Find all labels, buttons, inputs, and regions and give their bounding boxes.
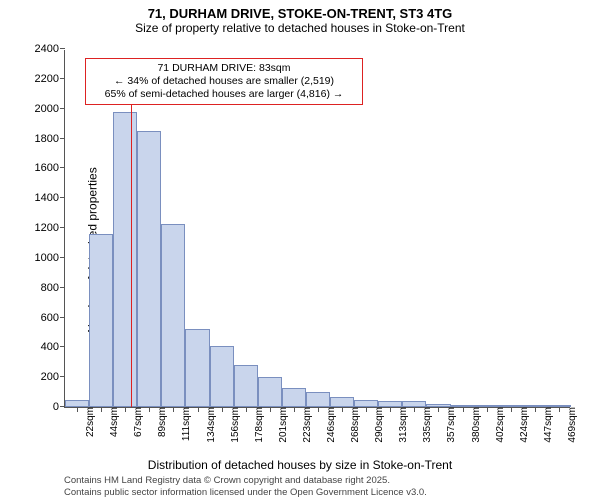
x-tick-label: 223sqm (298, 407, 313, 443)
y-tick-label: 2400 (25, 43, 65, 55)
chart-title: 71, DURHAM DRIVE, STOKE-ON-TRENT, ST3 4T… (0, 6, 600, 21)
x-tick-mark (246, 407, 247, 412)
y-tick-label: 2000 (25, 103, 65, 115)
y-tick-label: 2200 (25, 73, 65, 85)
y-tick-mark (60, 257, 65, 258)
x-tick-label: 201sqm (274, 407, 289, 443)
y-tick-mark (60, 167, 65, 168)
x-tick-mark (438, 407, 439, 412)
histogram-bar (113, 112, 137, 407)
x-tick-mark (535, 407, 536, 412)
histogram-bar (137, 131, 161, 407)
x-tick-label: 357sqm (442, 407, 457, 443)
x-tick-mark (270, 407, 271, 412)
y-tick-label: 1600 (25, 162, 65, 174)
y-tick-label: 1800 (25, 133, 65, 145)
x-tick-mark (149, 407, 150, 412)
x-tick-label: 313sqm (394, 407, 409, 443)
chart-title-block: 71, DURHAM DRIVE, STOKE-ON-TRENT, ST3 4T… (0, 6, 600, 35)
histogram-bar (234, 365, 258, 407)
y-tick-label: 1000 (25, 252, 65, 264)
x-tick-label: 111sqm (177, 407, 192, 441)
y-tick-label: 400 (25, 341, 65, 353)
y-tick-mark (60, 48, 65, 49)
x-tick-mark (390, 407, 391, 412)
y-tick-label: 200 (25, 371, 65, 383)
y-tick-label: 600 (25, 312, 65, 324)
histogram-bar (161, 224, 185, 407)
y-tick-mark (60, 108, 65, 109)
x-tick-mark (173, 407, 174, 412)
x-tick-label: 67sqm (129, 407, 144, 437)
x-tick-label: 156sqm (226, 407, 241, 443)
y-tick-label: 1400 (25, 192, 65, 204)
y-tick-mark (60, 287, 65, 288)
x-tick-label: 44sqm (105, 407, 120, 437)
histogram-bar (306, 392, 330, 407)
y-tick-mark (60, 346, 65, 347)
x-tick-label: 335sqm (418, 407, 433, 443)
y-tick-label: 0 (25, 401, 65, 413)
plot-area: 0200400600800100012001400160018002000220… (64, 50, 570, 408)
y-tick-label: 1200 (25, 222, 65, 234)
histogram-bar (65, 400, 89, 407)
x-axis-label: Distribution of detached houses by size … (0, 458, 600, 472)
x-tick-label: 402sqm (491, 407, 506, 443)
x-tick-mark (414, 407, 415, 412)
x-tick-mark (559, 407, 560, 412)
x-tick-label: 22sqm (81, 407, 96, 437)
x-tick-label: 246sqm (322, 407, 337, 443)
x-tick-mark (366, 407, 367, 412)
histogram-chart: 71, DURHAM DRIVE, STOKE-ON-TRENT, ST3 4T… (0, 0, 600, 500)
property-marker-line (131, 81, 132, 407)
y-tick-mark (60, 317, 65, 318)
x-tick-label: 268sqm (346, 407, 361, 443)
histogram-bar (354, 400, 378, 407)
annotation-box: 71 DURHAM DRIVE: 83sqm← 34% of detached … (85, 58, 363, 105)
x-tick-label: 424sqm (515, 407, 530, 443)
x-tick-label: 178sqm (250, 407, 265, 443)
x-tick-label: 380sqm (467, 407, 482, 443)
y-tick-mark (60, 406, 65, 407)
y-tick-label: 800 (25, 282, 65, 294)
x-tick-mark (342, 407, 343, 412)
x-tick-mark (101, 407, 102, 412)
histogram-bar (210, 346, 234, 407)
x-tick-mark (222, 407, 223, 412)
y-tick-mark (60, 197, 65, 198)
histogram-bar (282, 388, 306, 407)
credits: Contains HM Land Registry data © Crown c… (64, 475, 427, 498)
credit-line-2: Contains public sector information licen… (64, 487, 427, 498)
x-tick-mark (198, 407, 199, 412)
annotation-line: 71 DURHAM DRIVE: 83sqm (92, 62, 356, 75)
x-tick-mark (487, 407, 488, 412)
y-tick-mark (60, 376, 65, 377)
annotation-line: ← 34% of detached houses are smaller (2,… (92, 75, 356, 88)
x-tick-label: 89sqm (153, 407, 168, 437)
histogram-bar (258, 377, 282, 407)
x-tick-mark (294, 407, 295, 412)
histogram-bar (185, 329, 209, 407)
credit-line-1: Contains HM Land Registry data © Crown c… (64, 475, 427, 486)
x-tick-label: 290sqm (370, 407, 385, 443)
x-tick-label: 134sqm (202, 407, 217, 443)
x-tick-label: 469sqm (563, 407, 578, 443)
x-tick-mark (511, 407, 512, 412)
histogram-bar (89, 234, 113, 407)
annotation-line: 65% of semi-detached houses are larger (… (92, 88, 356, 101)
x-tick-label: 447sqm (539, 407, 554, 443)
y-tick-mark (60, 138, 65, 139)
x-tick-mark (125, 407, 126, 412)
chart-subtitle: Size of property relative to detached ho… (0, 21, 600, 35)
y-tick-mark (60, 78, 65, 79)
x-tick-mark (77, 407, 78, 412)
x-tick-mark (463, 407, 464, 412)
y-tick-mark (60, 227, 65, 228)
histogram-bar (330, 397, 354, 407)
x-tick-mark (318, 407, 319, 412)
